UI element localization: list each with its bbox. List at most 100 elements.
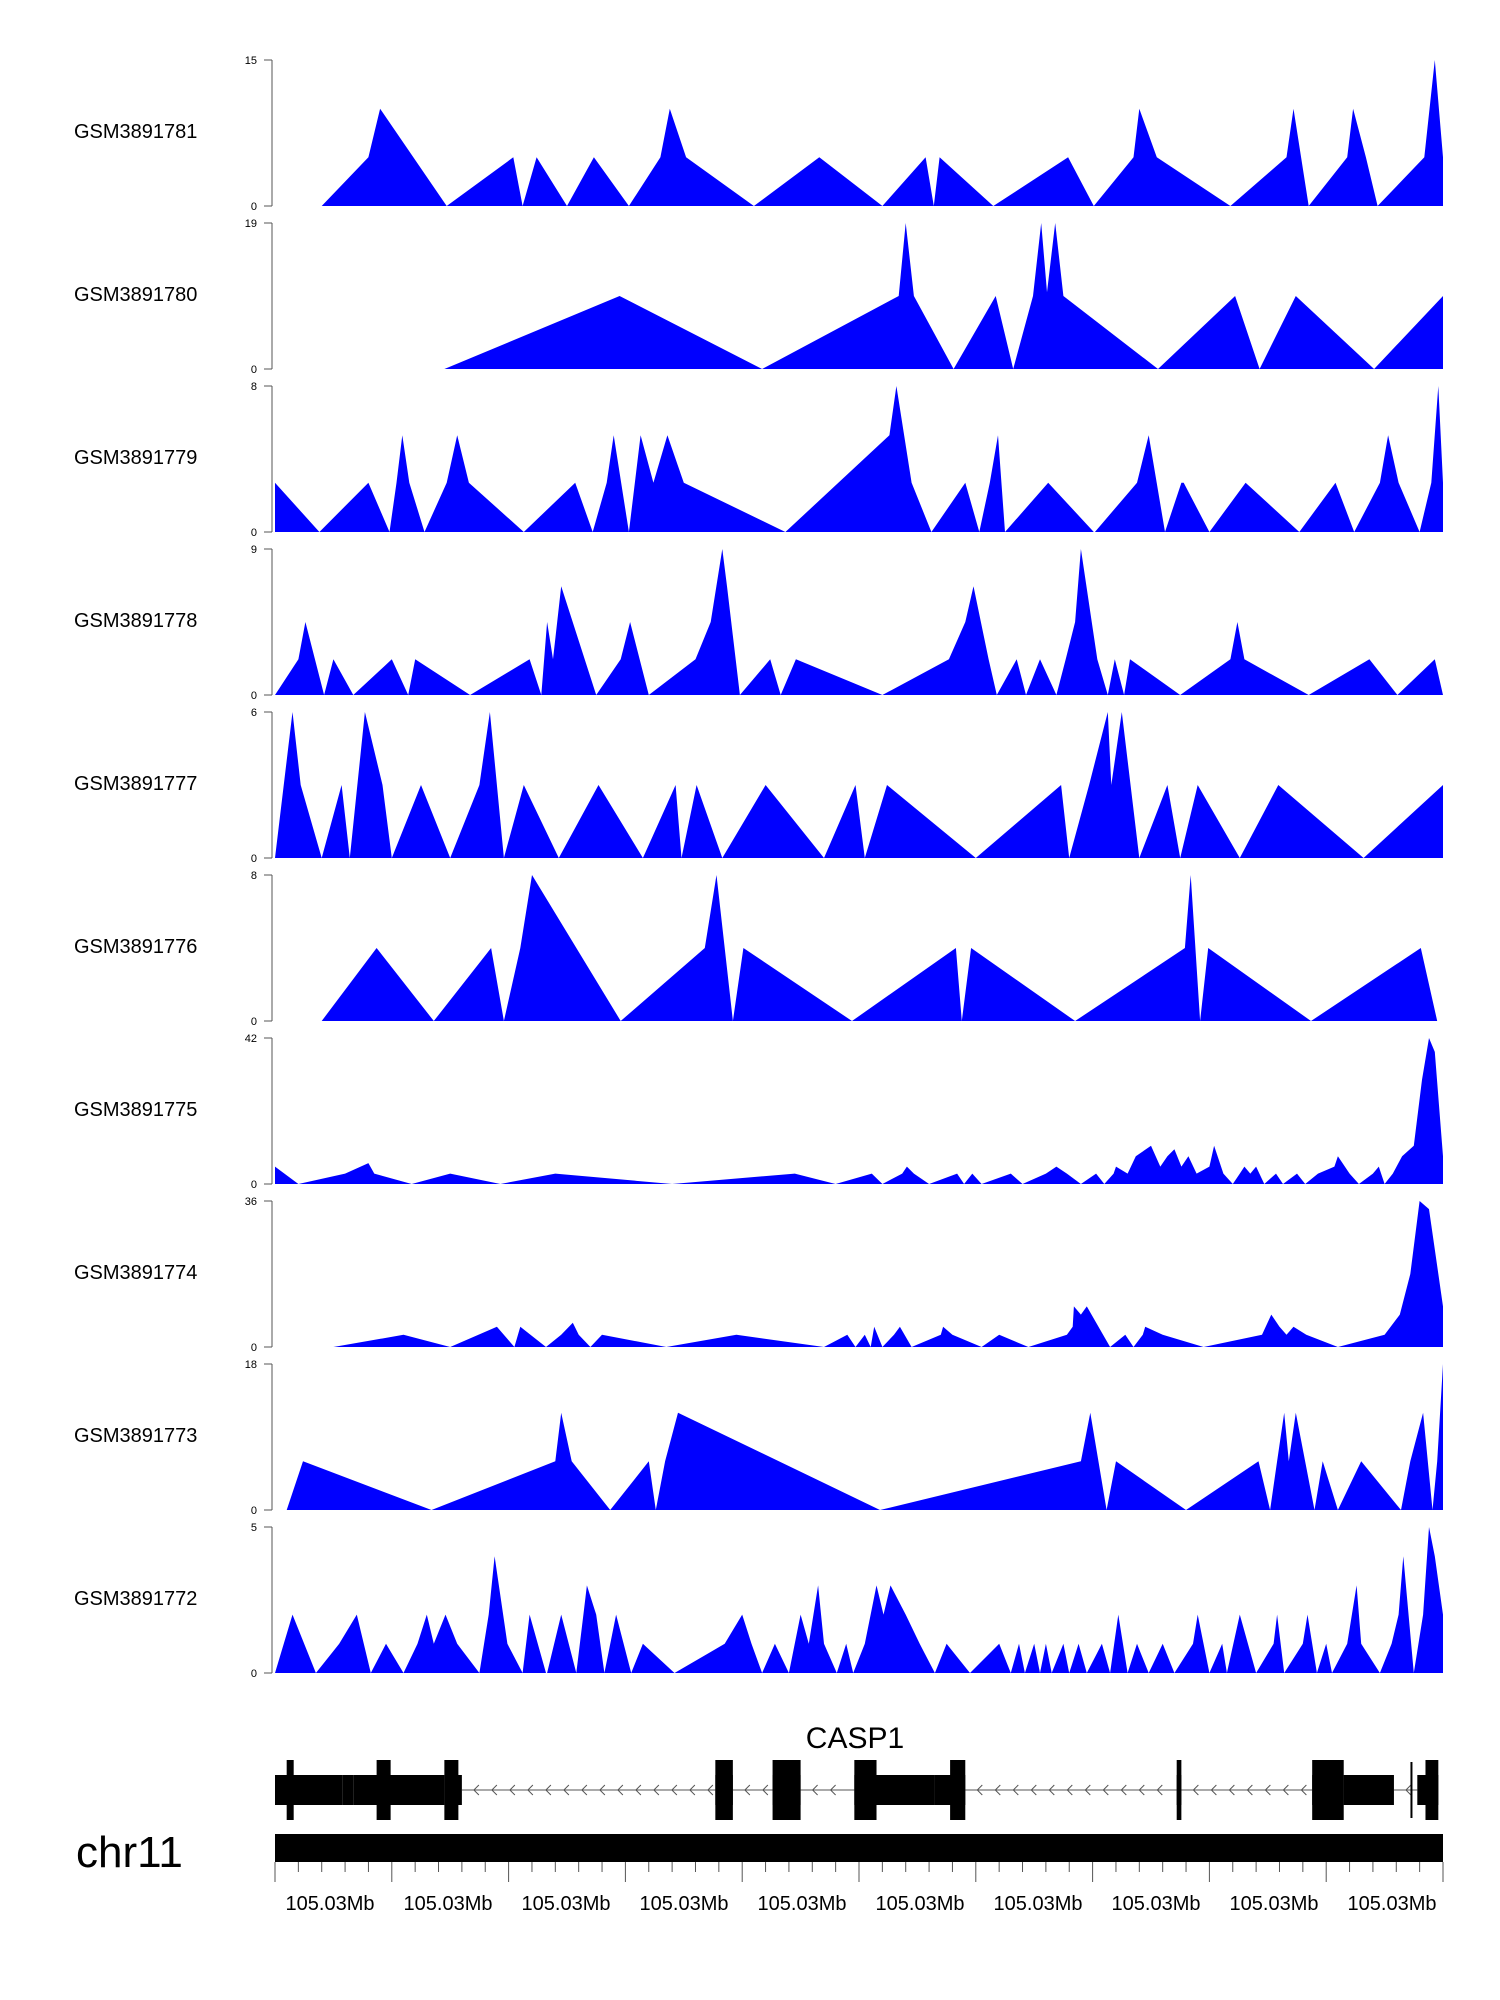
- axis-position-label: 105.03Mb: [876, 1893, 965, 1915]
- y-min-label: 0: [251, 690, 257, 702]
- strand-arrow: [1300, 1784, 1307, 1796]
- strand-arrow: [617, 1784, 624, 1796]
- coverage-area: [444, 223, 1443, 369]
- track-label: GSM3891776: [74, 936, 197, 958]
- coding-exon-block: [376, 1760, 391, 1820]
- strand-arrow: [811, 1784, 818, 1796]
- exon-block: [383, 1775, 445, 1805]
- strand-arrow: [1030, 1784, 1037, 1796]
- strand-arrow: [1138, 1784, 1145, 1796]
- strand-arrow: [744, 1784, 751, 1796]
- track-label: GSM3891773: [74, 1425, 197, 1447]
- gene-label: CASP1: [806, 1722, 904, 1755]
- strand-arrow: [545, 1784, 552, 1796]
- coverage-area: [321, 875, 1438, 1021]
- coverage-track: GSM3891777 6 0: [74, 707, 1443, 865]
- strand-arrow: [762, 1784, 769, 1796]
- y-max-label: 18: [245, 1359, 257, 1371]
- axis-position-label: 105.03Mb: [758, 1893, 847, 1915]
- axis-position-label: 105.03Mb: [1112, 1893, 1201, 1915]
- strand-arrow: [1156, 1784, 1163, 1796]
- track-label: GSM3891778: [74, 610, 197, 632]
- track-label: GSM3891772: [74, 1588, 197, 1610]
- y-min-label: 0: [251, 1342, 257, 1354]
- coding-exon-block: [854, 1760, 877, 1820]
- strand-arrow: [581, 1784, 588, 1796]
- coverage-track: GSM3891779 8 0: [74, 381, 1443, 539]
- axis-position-label: 105.03Mb: [522, 1893, 611, 1915]
- axis-position-label: 105.03Mb: [286, 1893, 375, 1915]
- strand-arrow: [829, 1784, 836, 1796]
- strand-arrow: [1066, 1784, 1073, 1796]
- strand-arrow: [1210, 1784, 1217, 1796]
- y-min-label: 0: [251, 1179, 257, 1191]
- coding-exon-block: [715, 1760, 733, 1820]
- strand-arrow: [671, 1784, 678, 1796]
- track-label: GSM3891779: [74, 447, 197, 469]
- y-max-label: 8: [251, 381, 257, 393]
- strand-arrow: [1048, 1784, 1055, 1796]
- y-min-label: 0: [251, 1505, 257, 1517]
- coverage-area: [286, 1364, 1444, 1510]
- y-min-label: 0: [251, 527, 257, 539]
- strand-arrow: [563, 1784, 570, 1796]
- strand-arrow: [1102, 1784, 1109, 1796]
- coverage-track: GSM3891778 9 0: [74, 544, 1443, 702]
- exon-block: [1343, 1775, 1394, 1805]
- strand-arrow: [689, 1784, 696, 1796]
- coverage-track: GSM3891774 36 0: [74, 1196, 1443, 1354]
- y-min-label: 0: [251, 1016, 257, 1028]
- y-max-label: 6: [251, 707, 257, 719]
- y-min-label: 0: [251, 853, 257, 865]
- gene-model: [275, 1760, 1439, 1820]
- strand-arrow: [994, 1784, 1001, 1796]
- strand-arrow: [1405, 1784, 1412, 1796]
- coverage-track: GSM3891780 19 0: [74, 218, 1443, 376]
- strand-arrow: [473, 1784, 480, 1796]
- track-label: GSM3891775: [74, 1099, 197, 1121]
- exon-block: [871, 1775, 935, 1805]
- strand-arrow: [1246, 1784, 1253, 1796]
- strand-arrow: [653, 1784, 660, 1796]
- coverage-track: GSM3891781 15 0: [74, 55, 1444, 213]
- coverage-area: [333, 1201, 1443, 1347]
- strand-arrow: [1228, 1784, 1235, 1796]
- strand-arrow: [635, 1784, 642, 1796]
- coverage-area: [275, 712, 1443, 858]
- track-label: GSM3891780: [74, 284, 197, 306]
- y-max-label: 15: [245, 55, 257, 67]
- track-label: GSM3891774: [74, 1262, 197, 1284]
- coding-exon-block: [1425, 1760, 1439, 1820]
- coverage-area: [275, 549, 1443, 695]
- y-max-label: 8: [251, 870, 257, 882]
- coverage-track: GSM3891776 8 0: [74, 870, 1438, 1028]
- y-min-label: 0: [251, 1668, 257, 1680]
- y-max-label: 9: [251, 544, 257, 556]
- strand-arrow: [707, 1784, 714, 1796]
- strand-arrow: [491, 1784, 498, 1796]
- y-min-label: 0: [251, 201, 257, 213]
- strand-arrow: [527, 1784, 534, 1796]
- coverage-tracks: GSM3891781150GSM3891780190GSM389177980GS…: [74, 55, 1444, 1680]
- track-label: GSM3891781: [74, 121, 197, 143]
- axis-position-label: 105.03Mb: [994, 1893, 1083, 1915]
- axis-position-label: 105.03Mb: [1230, 1893, 1319, 1915]
- y-max-label: 5: [251, 1522, 257, 1534]
- coding-exon-block: [444, 1760, 459, 1820]
- y-min-label: 0: [251, 364, 257, 376]
- strand-arrow: [976, 1784, 983, 1796]
- track-label: GSM3891777: [74, 773, 197, 795]
- strand-arrow: [1192, 1784, 1199, 1796]
- axis-position-label: 105.03Mb: [404, 1893, 493, 1915]
- chromosome-label: chr11: [76, 1828, 183, 1877]
- coverage-track: GSM3891773 18 0: [74, 1359, 1444, 1517]
- coding-exon-block: [1176, 1760, 1182, 1820]
- strand-arrow: [1012, 1784, 1019, 1796]
- chromosome-bar: [275, 1834, 1443, 1862]
- strand-arrow: [1120, 1784, 1127, 1796]
- chromosome-track: chr11 105.03Mb 105.03Mb 105.03Mb 105.03Mb 10…: [76, 1828, 1444, 1915]
- strand-arrow: [1084, 1784, 1091, 1796]
- strand-arrow: [1282, 1784, 1289, 1796]
- coverage-area: [275, 1038, 1443, 1184]
